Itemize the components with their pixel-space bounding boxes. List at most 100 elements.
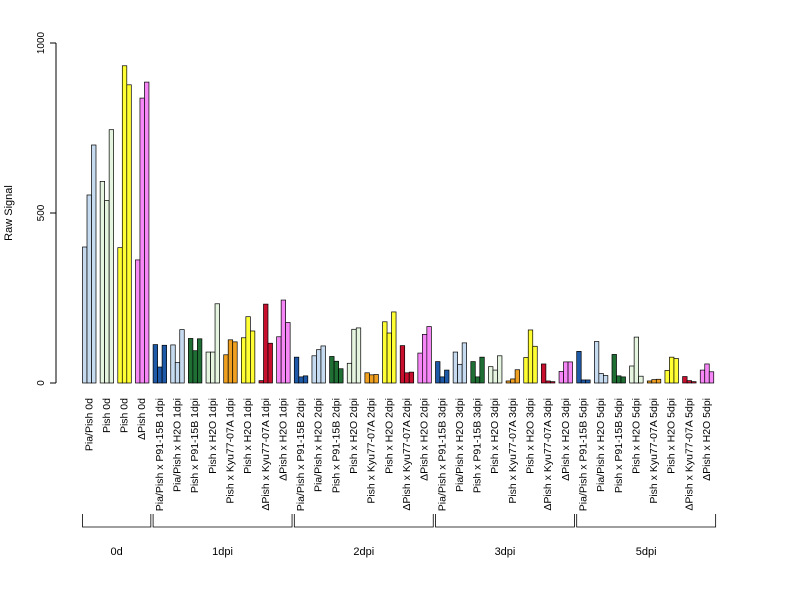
y-axis-label: Raw Signal	[3, 185, 15, 241]
group-bracket	[435, 514, 575, 528]
bar	[488, 366, 494, 384]
bar	[629, 365, 635, 384]
bar	[192, 350, 198, 384]
bar	[470, 361, 476, 384]
bar	[320, 345, 326, 384]
x-tick-label: Pish 0d	[119, 398, 131, 433]
bar	[174, 362, 181, 384]
bar	[293, 356, 300, 384]
bar	[399, 345, 406, 384]
bar	[523, 357, 529, 384]
bar	[144, 81, 150, 384]
bar	[686, 380, 692, 384]
bar	[285, 322, 291, 384]
x-tick-label: Pish x Kyu77-07A 5dpi	[648, 398, 660, 504]
bar	[258, 380, 264, 384]
bar	[691, 381, 697, 384]
group-bracket	[293, 514, 434, 528]
x-tick-label: Pish x H2O 2dpi	[383, 398, 395, 474]
bar	[646, 380, 653, 384]
bar	[452, 351, 458, 384]
group-bracket	[82, 514, 152, 528]
bar	[655, 378, 662, 384]
bar	[704, 363, 710, 384]
bar	[545, 380, 551, 384]
bar	[197, 338, 203, 384]
bar	[510, 378, 516, 384]
x-tick-label: ΔPish x Kyu77-07A 3dpi	[542, 398, 554, 511]
bar	[311, 355, 317, 384]
bar	[461, 342, 467, 384]
bar	[673, 358, 679, 384]
group-brackets: 0d 1dpi 2dpi 3dpi 5dpi	[82, 514, 717, 558]
bar	[514, 369, 520, 384]
bar	[346, 362, 353, 384]
bar	[550, 381, 556, 384]
bar	[611, 354, 617, 384]
x-tick-label: Pish 0d	[101, 398, 113, 433]
bar	[267, 342, 273, 384]
x-tick-label: Pia/Pish x P91-15B 1dpi	[154, 398, 166, 511]
x-tick-label: ΔPish 0d	[136, 398, 148, 440]
group-label: 2dpi	[353, 546, 374, 558]
bar	[497, 355, 503, 384]
bars	[82, 65, 715, 384]
bar	[457, 363, 463, 384]
group-bracket	[576, 514, 717, 528]
bar	[245, 316, 251, 384]
bar	[580, 379, 587, 384]
bar	[382, 321, 388, 384]
bar	[435, 361, 441, 384]
bar	[108, 129, 115, 384]
x-tick-label: Pish x P91-15B 3dpi	[472, 398, 484, 493]
bar	[598, 373, 604, 384]
bar	[205, 351, 211, 384]
y-axis: 0 500 1000	[36, 31, 57, 386]
bar	[214, 303, 220, 384]
x-tick-label: Pia/Pish x H2O 2dpi	[313, 398, 325, 492]
bar	[227, 339, 234, 384]
bar	[422, 334, 428, 384]
bar	[602, 375, 609, 384]
x-tick-label: Pish x Kyu77-07A 2dpi	[366, 398, 378, 504]
bar	[170, 344, 176, 384]
group-label: 5dpi	[636, 546, 657, 558]
bar	[541, 363, 547, 384]
x-tick-label: ΔPish x Kyu77-07A 1dpi	[260, 398, 272, 511]
group-label: 1dpi	[212, 546, 233, 558]
x-tick-label: Pish x H2O 3dpi	[525, 398, 537, 474]
x-tick-label: Pia/Pish x P91-15B 3dpi	[436, 398, 448, 511]
bar	[210, 351, 216, 384]
x-tick-label: Pia/Pish x H2O 3dpi	[454, 398, 466, 492]
bar	[121, 65, 128, 384]
bar	[682, 376, 688, 384]
bar	[99, 181, 106, 384]
x-tick-label: Pish x P91-15B 2dpi	[330, 398, 342, 493]
bar	[708, 371, 715, 384]
x-tick-label: Pia/Pish x P91-15B 5dpi	[577, 398, 589, 511]
x-tick-label: Pish x H2O 2dpi	[348, 398, 360, 474]
bar	[479, 356, 485, 384]
x-tick-label: Pish x H2O 1dpi	[242, 398, 254, 474]
group-label: 3dpi	[495, 546, 516, 558]
bar	[139, 97, 145, 384]
group-label: 0d	[111, 546, 123, 558]
x-tick-labels: Pia/Pish 0d Pish 0d Pish 0d ΔPish 0d Pia/Pis…	[83, 398, 713, 511]
bar	[276, 336, 282, 384]
x-tick-label: Pia/Pish x H2O 1dpi	[172, 398, 184, 492]
bar	[558, 371, 564, 384]
bar	[563, 361, 569, 384]
bar	[426, 326, 432, 384]
bar	[620, 376, 626, 384]
bar	[369, 374, 375, 384]
x-tick-label: Pish x P91-15B 1dpi	[189, 398, 201, 493]
bar	[669, 356, 675, 384]
bar	[616, 375, 622, 384]
bar	[188, 338, 194, 384]
x-tick-label: Pish x Kyu77-07A 1dpi	[224, 398, 236, 504]
bar	[82, 246, 88, 384]
bar	[338, 368, 344, 384]
bar	[593, 341, 600, 384]
x-tick-label: Pish x P91-15B 5dpi	[613, 398, 625, 493]
